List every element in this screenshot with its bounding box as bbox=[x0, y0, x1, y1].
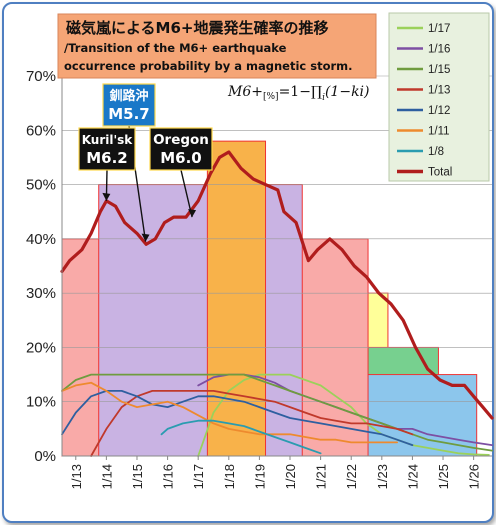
annotation-label: Oregon bbox=[153, 132, 209, 148]
x-tick-label: 1/20 bbox=[283, 464, 298, 489]
formula-index: i bbox=[322, 93, 325, 103]
legend-label: 1/11 bbox=[428, 126, 450, 138]
legend-label: 1/15 bbox=[428, 64, 450, 76]
y-tick-label: 20% bbox=[26, 339, 56, 356]
annotation-magnitude: M5.7 bbox=[108, 105, 150, 123]
annotation-pointer bbox=[180, 169, 193, 218]
chart-subtitle-line-2: occurrence probability by a magnetic sto… bbox=[64, 59, 353, 73]
formula-rhs: =1−∏ bbox=[279, 84, 323, 100]
annotation-arrowhead bbox=[141, 233, 150, 242]
annotation-arrowhead bbox=[188, 209, 197, 218]
x-tick-label: 1/25 bbox=[436, 464, 451, 489]
x-tick-label: 1/23 bbox=[375, 464, 390, 489]
x-tick-label: 1/14 bbox=[99, 464, 114, 489]
series-line-1-15 bbox=[61, 373, 493, 452]
title-box: 磁気嵐によるM6+地震発生確率の推移 /Transition of the M6… bbox=[57, 13, 377, 79]
x-tick-label: 1/22 bbox=[344, 464, 359, 489]
legend: 1/17 1/16 1/15 1/13 1/12 1/11 1/8 Total bbox=[388, 12, 490, 182]
y-tick-label: 0% bbox=[34, 448, 56, 465]
chart-subtitle-line-1: /Transition of the M6+ earthquake bbox=[64, 41, 287, 55]
x-tick-label: 1/13 bbox=[69, 464, 84, 489]
x-tick-label: 1/18 bbox=[222, 464, 237, 489]
series-line-1-17 bbox=[197, 373, 490, 457]
formula-lhs: M6+ bbox=[227, 84, 263, 100]
legend-label: 1/8 bbox=[428, 146, 444, 158]
annotation-magnitude: M6.2 bbox=[86, 149, 128, 167]
series-line-1-13 bbox=[90, 389, 414, 457]
y-tick-label: 30% bbox=[26, 285, 56, 302]
formula-tail: (1−ki) bbox=[325, 84, 370, 100]
step-regions bbox=[61, 140, 478, 457]
series-line-1-8 bbox=[160, 419, 322, 455]
chart-title: 磁気嵐によるM6+地震発生確率の推移 bbox=[66, 19, 328, 37]
formula: M6+[%]=1−∏i(1−ki) bbox=[227, 84, 370, 103]
axes: 0% 10% 20% 30% 40% 50% 60% 70% 1/13 1/14 1/15 1/16 1… bbox=[26, 68, 492, 489]
y-tick-label: 50% bbox=[26, 177, 56, 194]
annotation-label: Kuril'sk bbox=[82, 133, 134, 147]
x-tick-label: 1/19 bbox=[252, 464, 267, 489]
x-tick-label: 1/21 bbox=[314, 464, 329, 489]
annotation-arrowhead bbox=[102, 192, 111, 201]
legend-label: 1/12 bbox=[428, 105, 450, 117]
y-tick-label: 10% bbox=[26, 394, 56, 411]
legend-label: Total bbox=[428, 167, 452, 179]
series-line-1-12 bbox=[61, 389, 414, 447]
x-tick-label: 1/15 bbox=[130, 464, 145, 489]
annotation-label: 釧路沖 bbox=[109, 88, 148, 104]
legend-label: 1/17 bbox=[428, 23, 450, 35]
y-tick-label: 40% bbox=[26, 231, 56, 248]
legend-label: 1/13 bbox=[428, 85, 450, 97]
y-tick-label: 60% bbox=[26, 122, 56, 139]
annotation-box bbox=[149, 127, 213, 171]
series-line-1-11 bbox=[61, 381, 399, 444]
annotation-magnitude: M6.0 bbox=[160, 149, 202, 167]
x-tick-label: 1/26 bbox=[467, 464, 482, 489]
x-tick-label: 1/16 bbox=[161, 464, 176, 489]
legend-label: 1/16 bbox=[428, 44, 450, 56]
series-lines bbox=[60, 150, 494, 457]
series-line-Total bbox=[60, 150, 494, 420]
y-tick-label: 70% bbox=[26, 68, 56, 85]
x-tick-label: 1/24 bbox=[405, 464, 420, 489]
formula-sub: [%] bbox=[263, 92, 279, 102]
annotation-box bbox=[102, 83, 156, 127]
annotation-box bbox=[78, 127, 136, 171]
legend-background bbox=[388, 12, 490, 182]
x-tick-label: 1/17 bbox=[191, 464, 206, 489]
title-box-background bbox=[57, 13, 377, 79]
